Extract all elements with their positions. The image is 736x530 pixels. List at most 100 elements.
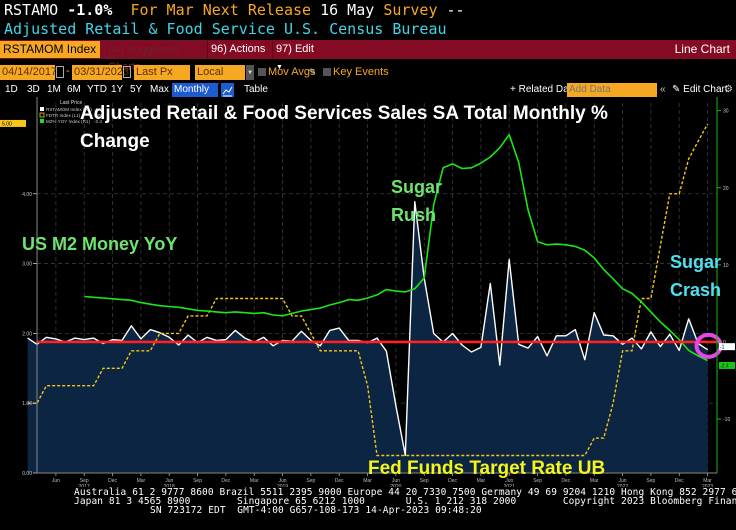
x-tick-label: Mar: [137, 478, 146, 484]
x-tick-label: Jun: [52, 478, 60, 484]
chart-title-line1: Adjusted Retail & Food Services Sales SA…: [80, 103, 608, 124]
x-tick-label: Jun: [505, 478, 513, 484]
y-left-tick-label: 2.00: [22, 331, 32, 337]
legend-value-fdtr: 5.00: [94, 113, 103, 118]
start-date-input[interactable]: 04/14/2017: [0, 65, 58, 80]
x-tick-label: Jun: [165, 478, 173, 484]
add-data-input[interactable]: [567, 83, 657, 97]
security-description: Adjusted Retail & Food Service U.S. Cens…: [4, 20, 447, 38]
x-tick-label: Mar: [590, 478, 599, 484]
x-tick-label: Jun: [392, 478, 400, 484]
line-chart-icon[interactable]: [221, 83, 234, 97]
frequency-label: Monthly: [174, 84, 210, 95]
last-value-tag-label: -2.4: [720, 363, 729, 369]
view-name-label: Line Chart: [674, 42, 730, 56]
mov-avgs-checkbox[interactable]: [258, 68, 266, 76]
y-left-tick-label: 3.00: [22, 262, 32, 268]
x-tick-label: Dec: [675, 478, 684, 484]
x-tick-label: Sep: [193, 478, 202, 484]
y-right-tick-label: 20: [723, 186, 729, 192]
last-value-tag: [719, 343, 735, 351]
x-tick-label: Mar: [477, 478, 486, 484]
range-1d[interactable]: 1D: [5, 84, 18, 95]
frequency-select[interactable]: Monthly ▼: [172, 83, 218, 108]
annotation-sugar-rush-1: Sugar: [391, 177, 442, 197]
table-view-button[interactable]: Table: [244, 84, 268, 95]
x-tick-label: Mar: [363, 478, 372, 484]
x-tick-label: Dec: [108, 478, 117, 484]
survey-label: Survey: [383, 1, 438, 19]
key-events-label[interactable]: Key Events: [333, 66, 389, 78]
range-5y[interactable]: 5Y: [130, 84, 143, 95]
x-tick-label: Jun: [619, 478, 627, 484]
suggested-charts-button[interactable]: 94) Suggested Charts: [104, 41, 214, 73]
latest-value: -1.0%: [67, 1, 113, 19]
last-value-tag-fdtr: [0, 119, 26, 127]
currency-select[interactable]: Local CCY: [195, 65, 245, 93]
chevron-down-icon[interactable]: ▼: [246, 65, 254, 80]
actions-menu-button[interactable]: 96) Actions ▼: [207, 41, 271, 71]
edit-menu-button[interactable]: 97) Edit ▼: [272, 41, 322, 71]
legend-item-m2: M2% YOY Index (R1): [46, 119, 90, 124]
next-release-date: 16 May: [320, 1, 375, 19]
range-max[interactable]: Max: [150, 84, 169, 95]
footer-session-info: SN 723172 EDT GMT-4:00 G657-108-173 14-A…: [150, 505, 482, 516]
edit-chart-button[interactable]: ✎ Edit Chart: [672, 83, 728, 97]
chevron-down-icon: ▼: [276, 64, 283, 71]
pencil-icon: ✎: [672, 84, 681, 95]
legend-value-rstamom: -1.0: [94, 107, 102, 112]
calendar-icon[interactable]: [56, 66, 64, 78]
x-tick-label: Sep: [646, 478, 655, 484]
security-header: RSTAMO -1.0% For Mar Next Release 16 May…: [4, 1, 465, 19]
range-ytd[interactable]: YTD: [87, 84, 107, 95]
key-events-checkbox[interactable]: [323, 68, 331, 76]
footer-contacts-line1: Australia 61 2 9777 8600 Brazil 5511 239…: [74, 487, 736, 498]
legend-value-m2: -2.4: [94, 119, 102, 124]
end-date-input[interactable]: 03/31/2023: [72, 65, 130, 80]
x-tick-label: Sep: [306, 478, 315, 484]
range-6m[interactable]: 6M: [67, 84, 81, 95]
related-data-button[interactable]: + Related Dat: [510, 84, 572, 95]
y-right-tick-label: -10: [723, 417, 730, 423]
axes-layer: Jun Sep Dec Mar Jun Sep Dec Mar Jun Sep Dec Mar Jun S…: [0, 97, 735, 487]
annotation-sugar-crash-1: Sugar: [670, 252, 721, 272]
x-tick-label: Dec: [448, 478, 457, 484]
x-year-label: 2020: [390, 484, 401, 487]
area-layer: [27, 201, 708, 473]
x-tick-label: Mar: [250, 478, 259, 484]
x-tick-label: Sep: [420, 478, 429, 484]
x-year-label: 2023: [702, 484, 713, 487]
chart: Jun Sep Dec Mar Jun Sep Dec Mar Jun Sep Dec Mar Jun S…: [0, 97, 736, 487]
range-1m[interactable]: 1M: [47, 84, 61, 95]
last-value-tag: [719, 361, 735, 369]
range-1y[interactable]: 1Y: [111, 84, 124, 95]
range-3d[interactable]: 3D: [27, 84, 40, 95]
x-tick-label: Mar: [703, 478, 712, 484]
legend-swatch-m2: [40, 119, 44, 123]
actions-label: 96) Actions: [211, 43, 266, 55]
annotation-fed-funds: Fed Funds Target Rate UB: [368, 458, 605, 479]
legend-swatch-rstamom: [40, 107, 44, 111]
edit-label: 97) Edit: [276, 43, 314, 55]
next-release-label: Next Release: [202, 1, 312, 19]
last-value-tag-label: -1: [720, 345, 725, 351]
annotation-sugar-crash-2: Crash: [670, 280, 721, 300]
series-layer: [27, 123, 723, 457]
edit-chart-label: Edit Chart: [683, 84, 728, 95]
security-input[interactable]: RSTAMOM Index: [0, 41, 100, 58]
footer-contacts-line2: Japan 81 3 4565 8900 Singapore 65 6212 1…: [74, 496, 736, 507]
y-right-tick-label: 0: [723, 340, 726, 346]
x-tick-label: Jun: [279, 478, 287, 484]
field-select[interactable]: Last Px: [134, 65, 190, 80]
mov-avgs-label[interactable]: Mov Avgs: [268, 66, 316, 78]
y-left-tick-label: 4.00: [22, 192, 32, 198]
series-line-m2-yoy: [84, 133, 708, 362]
y-right-tick-label: 10: [723, 263, 729, 269]
series-line-fdtr: [27, 123, 709, 457]
collapse-icon[interactable]: «: [660, 84, 666, 95]
calendar-icon[interactable]: [123, 66, 131, 78]
y-right-tick-label: 30: [723, 109, 729, 115]
gear-icon[interactable]: ⚙: [724, 84, 733, 95]
pencil-icon[interactable]: ✎: [309, 65, 316, 78]
x-year-label: 2018: [164, 484, 175, 487]
